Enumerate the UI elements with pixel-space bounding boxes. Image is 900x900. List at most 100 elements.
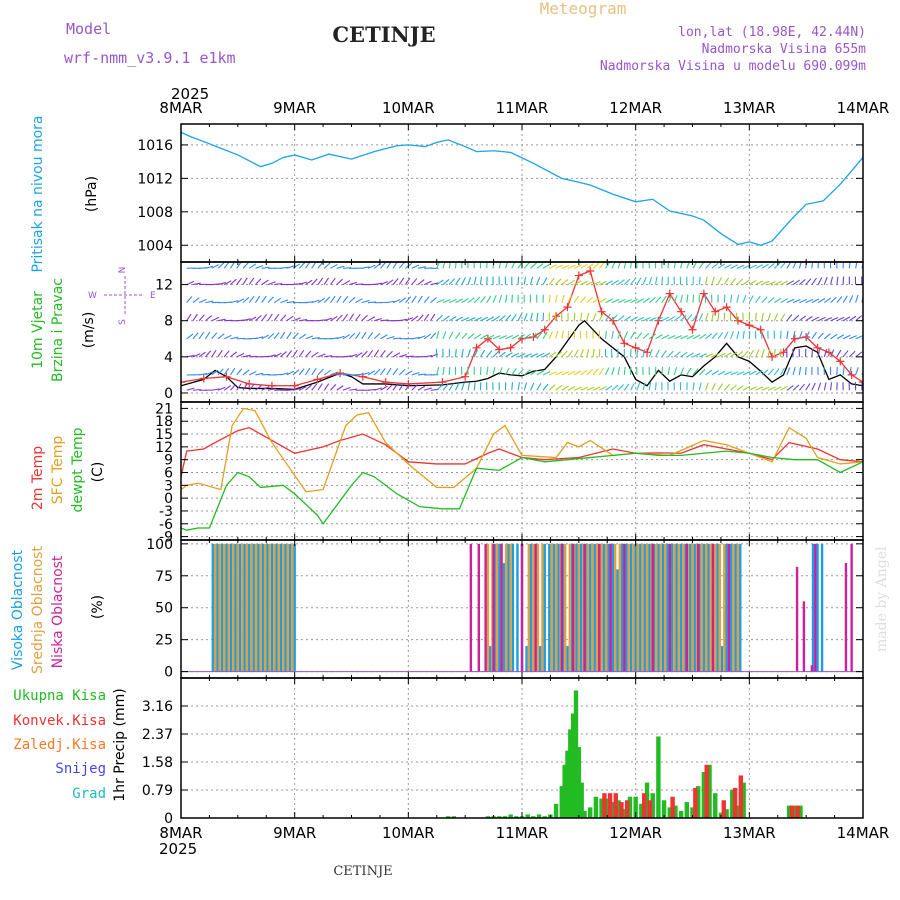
wind-arrow [436,367,440,376]
wind-arrow [255,278,262,285]
wind-arrow [711,312,714,321]
wind-arrow [805,366,807,375]
wind-arrow [724,264,732,269]
gust-marker [711,307,720,316]
gust-marker [608,316,617,325]
wind-arrow [511,313,517,322]
wind-arrow [836,296,843,303]
clouds-bar [685,543,689,672]
wind-arrow [780,367,785,376]
wind-arrow [405,355,414,358]
wind-arrow [348,332,356,340]
wind-arrow [848,262,851,269]
wind-arrow [529,276,534,285]
wind-arrow [623,366,626,375]
clouds-bar [563,543,567,672]
clouds-bar [616,569,619,672]
clouds-bar [560,543,563,672]
clouds-bar [629,543,633,672]
clouds-bar [488,646,492,672]
wind-arrow [223,334,232,340]
clouds-bar [234,543,237,672]
wind-arrow [817,348,821,357]
wind-arrow [811,262,813,269]
wind-arrow [580,349,584,358]
precip-bar [661,800,667,818]
wind-arrow [511,294,514,303]
wind-arrow [286,315,294,322]
wind-arrow [642,332,650,340]
wind-arrow [817,298,826,304]
wind-arrow [480,296,486,303]
wind-arrow [317,297,326,304]
wind-arrow [823,333,831,340]
clouds-bar [248,543,251,672]
clouds-ytick-label: 50 [155,601,173,617]
wind-arrow [492,350,500,358]
wind-arrow [667,262,670,269]
wind-arrow [305,262,311,269]
wind-arrow [367,301,376,304]
wind-arrow [292,387,301,391]
wind-arrow [430,282,439,286]
wind-arrow [230,383,237,391]
precip-bar [553,803,559,818]
wind-arrow [705,333,713,340]
precip-bar [445,816,451,818]
wind-arrow [680,335,689,340]
clouds-bar [552,543,556,672]
wind-arrow [324,355,333,358]
wind-arrow [267,387,276,391]
precip-bar [693,787,698,818]
wind-arrow [617,315,625,322]
wind-arrow [523,333,531,340]
gust-marker [563,303,572,312]
clouds-bar [723,543,726,672]
wind-arrow [448,278,455,285]
wind-arrow [292,317,301,322]
wind-arrow [742,330,745,339]
wind-arrow [830,349,835,358]
wind-arrow [467,382,471,391]
wind-arrow [642,297,650,304]
wind-arrow [848,366,852,376]
wind-arrow [617,279,625,286]
clouds-bar [666,543,669,672]
wind-arrow [267,354,276,358]
wind-arrow [636,298,645,304]
wind-arrow [680,314,687,322]
x-label-bottom: 14MAR [837,824,890,842]
wind-arrow [661,276,664,285]
wind-arrow [192,388,201,391]
wind-arrow [655,382,657,391]
clouds-bar [618,543,621,672]
wind-arrow [311,337,320,340]
wind-arrow [661,366,664,375]
wind-arrow [542,277,548,285]
wind-arrow [536,383,542,391]
precip-bar [786,805,792,818]
gust-marker [267,381,276,390]
wind-arrow [361,371,370,376]
wind-arrow [455,316,463,322]
wind-arrow [655,334,663,340]
wind-arrow [717,331,724,340]
wind-arrow [386,300,395,304]
wind-arrow [842,295,848,303]
wind-arrow [730,331,734,339]
temperature-ytick-label: -3 [159,504,173,520]
wind-arrow [548,351,557,358]
clouds-bar [541,543,544,672]
gust-marker [529,332,538,341]
wind-arrow [299,281,307,286]
wind-arrow [417,373,427,376]
wind-arrow [361,266,370,269]
wind-arrow [467,349,471,358]
temp-ylabel-3: dewpt Temp [70,427,86,512]
clouds-bar [211,543,215,672]
wind-arrow [505,367,510,376]
wind-arrow [749,279,757,286]
wind-arrow [229,367,236,376]
clouds-bar [575,543,578,672]
wind-arrow [455,331,461,340]
